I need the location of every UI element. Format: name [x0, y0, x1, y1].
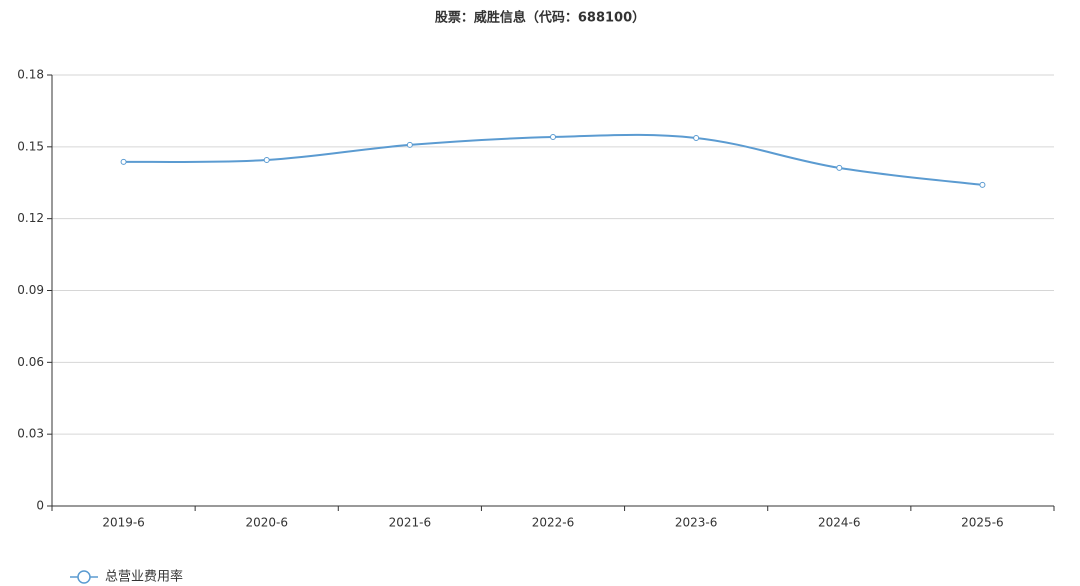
- series-line: [123, 133, 983, 186]
- y-tick-label: 0.06: [17, 355, 44, 369]
- x-tick-label: 2021-6: [389, 516, 432, 530]
- x-tick-label: 2020-6: [245, 516, 288, 530]
- legend-label: 总营业费用率: [105, 569, 183, 585]
- data-point: [550, 134, 556, 141]
- chart-title: 股票：威胜信息（代码：688100）: [435, 10, 645, 26]
- y-tick-label: 0.03: [17, 427, 44, 441]
- x-tick-label: 2022-6: [532, 516, 575, 530]
- y-tick-label: 0.12: [17, 211, 44, 225]
- x-tick-label: 2023-6: [675, 516, 718, 530]
- data-point: [836, 164, 843, 171]
- x-tick-label: 2025-6: [961, 516, 1004, 530]
- data-point: [120, 158, 127, 165]
- y-tick-label: 0.18: [17, 68, 44, 82]
- data-point: [979, 181, 986, 188]
- data-point: [263, 157, 270, 164]
- data-point: [406, 141, 413, 148]
- y-tick-label: 0: [36, 499, 44, 513]
- y-tick-label: 0.15: [17, 139, 44, 153]
- y-tick-label: 0.09: [17, 283, 44, 297]
- legend-marker: [77, 570, 91, 584]
- x-tick-label: 2019-6: [102, 516, 145, 530]
- data-point: [693, 134, 700, 141]
- x-tick-label: 2024-6: [818, 516, 861, 530]
